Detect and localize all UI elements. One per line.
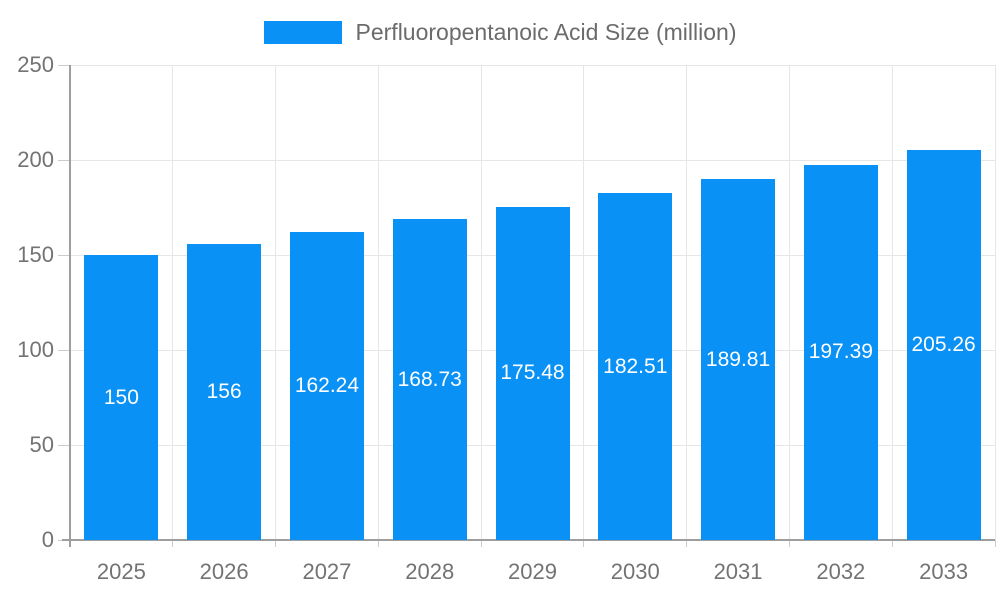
gridline-vertical [377, 65, 379, 540]
x-axis-line [62, 539, 995, 541]
x-axis-label: 2026 [199, 559, 249, 584]
y-axis-label: 150 [17, 242, 54, 267]
bar-2027[interactable] [289, 231, 364, 540]
bar-2030[interactable] [598, 193, 673, 540]
x-tick-mark [275, 540, 277, 547]
y-tick-mark [58, 254, 70, 256]
bar-2031[interactable] [701, 179, 776, 540]
bar-2025[interactable] [84, 255, 159, 540]
x-axis-label: 2030 [610, 559, 660, 584]
x-tick-mark [891, 540, 893, 547]
gridline-vertical [788, 65, 790, 540]
x-tick-mark [686, 540, 688, 547]
y-tick-mark [58, 444, 70, 446]
y-axis-label: 200 [17, 147, 54, 172]
x-tick-mark [172, 540, 174, 547]
x-axis-label: 2029 [508, 559, 557, 584]
y-tick-mark [58, 64, 70, 66]
y-axis-label: 0 [41, 527, 54, 552]
x-tick-mark [583, 540, 585, 547]
gridline-vertical [686, 65, 688, 540]
gridline-vertical [480, 65, 482, 540]
x-tick-mark [994, 540, 996, 547]
bar-2033[interactable] [906, 150, 981, 540]
y-axis-label: 100 [17, 337, 54, 362]
x-axis-label: 2025 [96, 559, 146, 584]
gridline-vertical [172, 65, 174, 540]
y-axis-label: 250 [17, 52, 54, 77]
gridline-horizontal [70, 159, 995, 161]
gridline-vertical [891, 65, 893, 540]
x-axis-label: 2028 [405, 559, 455, 584]
gridline-vertical [583, 65, 585, 540]
x-axis-label: 2032 [816, 559, 866, 584]
legend-label: Perfluoropentanoic Acid Size (million) [355, 19, 737, 45]
bar-2026[interactable] [187, 243, 262, 540]
x-tick-mark [480, 540, 482, 547]
bar-2028[interactable] [392, 219, 467, 540]
x-tick-mark [788, 540, 790, 547]
y-axis-label: 50 [29, 432, 54, 457]
gridline-horizontal [70, 64, 995, 66]
bar-2029[interactable] [495, 206, 570, 540]
legend-swatch [263, 20, 342, 44]
bar-2032[interactable] [803, 164, 878, 540]
y-tick-mark [58, 159, 70, 161]
x-axis-label: 2027 [302, 559, 352, 584]
x-axis-label: 2031 [713, 559, 763, 584]
y-axis-line [69, 65, 71, 547]
gridline-vertical [994, 65, 996, 540]
x-tick-mark [377, 540, 379, 547]
x-axis-label: 2033 [919, 559, 969, 584]
y-tick-mark [58, 349, 70, 351]
gridline-vertical [275, 65, 277, 540]
legend-item[interactable]: Perfluoropentanoic Acid Size (million) [0, 18, 1000, 46]
